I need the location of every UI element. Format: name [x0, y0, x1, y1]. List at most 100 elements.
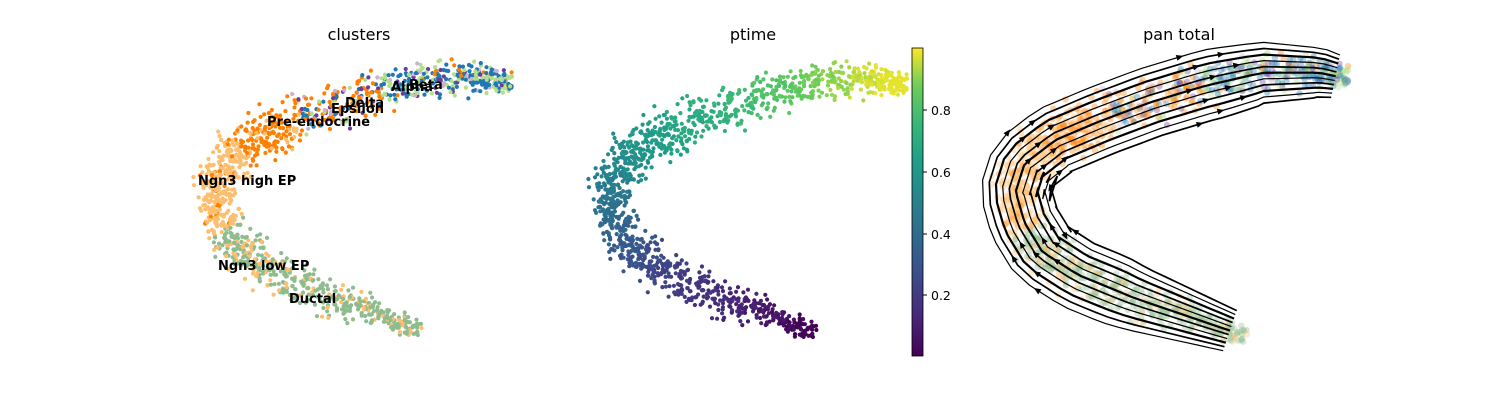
ptime-point — [844, 59, 849, 64]
cluster-point — [376, 90, 381, 95]
ptime-point — [711, 109, 716, 114]
cluster-point — [257, 279, 262, 284]
cluster-point — [321, 99, 326, 104]
ptime-point — [599, 184, 604, 190]
ptime-point — [704, 124, 709, 129]
cluster-point — [246, 110, 251, 116]
cluster-point — [363, 313, 368, 319]
cluster-point — [379, 82, 384, 88]
cluster-point — [471, 88, 476, 93]
cluster-point — [284, 289, 289, 294]
cluster-point — [297, 300, 302, 306]
cluster-point — [229, 174, 234, 179]
ptime-point — [672, 119, 677, 124]
cluster-point — [500, 90, 505, 95]
cluster-point — [287, 292, 292, 297]
cluster-point — [216, 192, 221, 197]
cluster-point — [393, 67, 398, 72]
cluster-point — [451, 72, 456, 77]
ptime-point — [654, 141, 659, 147]
ptime-point — [747, 102, 752, 108]
ptime-point — [603, 187, 608, 192]
ptime-point — [630, 263, 635, 268]
cluster-point — [325, 287, 331, 292]
ptime-point — [607, 177, 612, 182]
cluster-point — [228, 221, 233, 226]
cluster-point — [270, 257, 275, 262]
cluster-point — [292, 295, 297, 300]
ptime-point — [797, 319, 802, 325]
cluster-point — [268, 282, 273, 287]
ptime-point — [771, 88, 776, 93]
cluster-point — [458, 73, 464, 78]
ptime-point — [904, 72, 909, 77]
cluster-point — [478, 72, 483, 77]
cluster-point — [347, 294, 352, 300]
ptime-point — [763, 307, 768, 312]
cluster-point — [340, 120, 345, 125]
cluster-point — [332, 284, 337, 289]
cluster-point — [488, 70, 494, 75]
cluster-point — [219, 223, 224, 228]
cluster-point — [261, 245, 266, 250]
cluster-point — [268, 278, 273, 283]
ptime-point — [873, 74, 878, 79]
cluster-point — [196, 195, 201, 200]
cluster-point — [347, 126, 353, 131]
cluster-point — [318, 286, 323, 291]
ptime-point — [650, 149, 655, 154]
cluster-point — [264, 118, 269, 123]
ptime-point — [646, 160, 651, 165]
cluster-point — [285, 140, 290, 145]
ptime-point — [681, 146, 687, 151]
cluster-point — [452, 93, 457, 98]
ptime-point — [659, 120, 664, 125]
cluster-point — [444, 77, 449, 82]
cluster-point — [509, 70, 514, 75]
cluster-point — [501, 68, 506, 73]
ptime-point — [715, 316, 720, 321]
cluster-point — [369, 312, 374, 317]
ptime-point — [636, 164, 642, 169]
cluster-point — [377, 94, 382, 99]
ptime-point — [652, 267, 657, 272]
cluster-point — [226, 267, 231, 272]
ptime-point — [608, 197, 613, 202]
cluster-point — [259, 239, 264, 245]
ptime-point — [744, 305, 749, 310]
ptime-point — [634, 213, 639, 218]
cluster-point — [255, 270, 260, 275]
cluster-point — [275, 134, 280, 139]
cluster-point — [223, 162, 228, 168]
ptime-point — [650, 272, 655, 277]
ptime-point — [742, 108, 747, 113]
ptime-point — [678, 111, 683, 116]
cluster-point — [309, 122, 314, 127]
ptime-point — [619, 155, 624, 160]
ptime-point — [777, 77, 783, 83]
ptime-point — [743, 98, 749, 103]
ptime-point — [791, 327, 796, 332]
ptime-point — [639, 130, 644, 136]
cluster-point — [302, 268, 307, 273]
cluster-point — [221, 200, 226, 205]
ptime-point — [619, 256, 624, 261]
cluster-point — [228, 225, 233, 230]
ptime-point — [599, 174, 604, 179]
cluster-point — [377, 103, 382, 108]
ptime-point — [772, 105, 777, 110]
ptime-point — [641, 112, 646, 118]
cluster-point — [236, 175, 241, 180]
cluster-point — [382, 75, 388, 81]
cluster-point — [252, 118, 257, 123]
ptime-point — [699, 264, 705, 269]
cluster-point — [227, 165, 232, 171]
ptime-point — [657, 258, 663, 263]
cluster-point — [401, 87, 406, 92]
ptime-point — [742, 128, 748, 133]
ptime-point — [765, 297, 770, 302]
ptime-point — [676, 134, 681, 139]
ptime-point — [864, 66, 869, 71]
ptime-point — [691, 120, 696, 125]
cluster-point — [347, 308, 353, 313]
